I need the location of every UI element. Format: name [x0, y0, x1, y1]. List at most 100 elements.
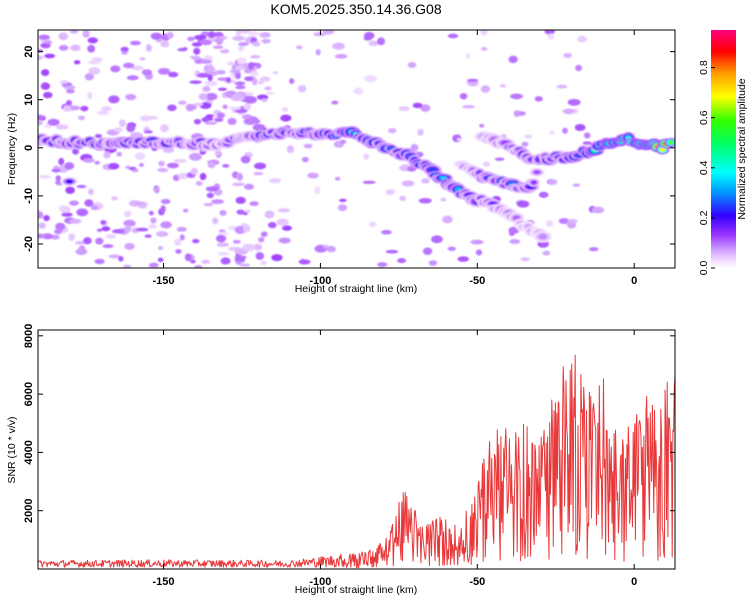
heatmap-noise-blob	[465, 53, 471, 59]
heatmap-noise-blob	[194, 264, 203, 268]
heatmap-noise-blob	[58, 157, 65, 166]
heatmap-noise-blob	[201, 117, 210, 123]
heatmap-noise-blob	[38, 222, 46, 229]
heatmap-noise-blob	[377, 37, 386, 46]
heatmap-noise-blob	[125, 224, 132, 233]
snr-x-axis-label: Height of straight line (km)	[295, 584, 418, 596]
heatmap-noise-blob	[242, 211, 248, 216]
heatmap-noise-blob	[95, 237, 104, 245]
heatmap-noise-blob	[211, 199, 224, 205]
heatmap-noise-blob	[38, 114, 45, 121]
heatmap-noise-blob	[138, 162, 145, 167]
heatmap-noise-blob	[377, 262, 388, 268]
heatmap-noise-blob	[103, 151, 111, 159]
heatmap-ridge-blob	[667, 140, 674, 145]
heatmap-noise-blob	[480, 85, 491, 93]
heatmap-x-tick-label: -150	[153, 275, 175, 287]
heatmap-noise-blob	[591, 206, 605, 214]
heatmap-noise-blob	[70, 44, 81, 51]
heatmap-noise-blob	[322, 30, 335, 35]
heatmap-noise-blob	[43, 91, 53, 99]
heatmap-noise-blob	[307, 172, 319, 179]
heatmap-noise-blob	[244, 183, 254, 190]
heatmap-noise-blob	[542, 250, 551, 256]
heatmap-noise-blob	[122, 62, 135, 69]
snr-x-tick-label: -150	[153, 576, 175, 588]
heatmap-noise-blob	[253, 172, 264, 176]
snr-y-tick-label: 6000	[23, 382, 35, 406]
heatmap-noise-blob	[331, 100, 339, 105]
heatmap-noise-blob	[195, 180, 203, 186]
heatmap-noise-blob	[479, 123, 485, 128]
heatmap-noise-blob	[38, 121, 43, 126]
heatmap-noise-blob	[123, 219, 136, 227]
heatmap-noise-blob	[190, 167, 198, 176]
heatmap-noise-blob	[108, 95, 120, 104]
heatmap-noise-blob	[281, 225, 292, 231]
heatmap-noise-blob	[118, 119, 126, 128]
heatmap-noise-blob	[575, 64, 583, 72]
heatmap-noise-blob	[82, 158, 95, 163]
heatmap-noise-blob	[236, 209, 245, 215]
heatmap-noise-blob	[167, 104, 177, 112]
heatmap-noise-blob	[124, 242, 135, 250]
colorbar-tick-label: 0.2	[698, 210, 710, 225]
heatmap-noise-blob	[244, 96, 257, 104]
heatmap-noise-blob	[217, 87, 228, 91]
heatmap-noise-blob	[215, 37, 224, 45]
heatmap-noise-blob	[167, 162, 179, 169]
heatmap-noise-blob	[55, 222, 66, 231]
heatmap-noise-blob	[235, 196, 246, 205]
heatmap-noise-blob	[101, 226, 111, 232]
heatmap-noise-blob	[422, 247, 433, 255]
heatmap-noise-blob	[157, 68, 171, 75]
heatmap-noise-blob	[297, 84, 307, 93]
snr-y-ticks: 2000 4000 6000 8000	[23, 324, 675, 523]
heatmap-noise-blob	[253, 243, 263, 251]
heatmap-noise-blob	[462, 104, 475, 109]
heatmap-noise-blob	[520, 257, 530, 262]
heatmap-ridge-blob	[531, 180, 537, 185]
heatmap-panel: -150 -100 -50 0 20 10 0 -10 -20 Height of strai…	[6, 29, 676, 295]
heatmap-noise-blob	[38, 233, 46, 239]
heatmap-noise-blob	[420, 104, 431, 112]
heatmap-noise-blob	[257, 81, 264, 85]
heatmap-noise-blob	[255, 252, 265, 260]
heatmap-noise-blob	[475, 249, 483, 256]
heatmap-noise-blob	[362, 180, 376, 184]
heatmap-noise-blob	[55, 124, 69, 130]
heatmap-noise-blob	[253, 162, 267, 170]
heatmap-noise-blob	[196, 72, 210, 78]
heatmap-noise-blob	[410, 143, 419, 152]
snr-y-tick-label: 8000	[23, 324, 35, 348]
heatmap-noise-blob	[281, 107, 289, 113]
heatmap-noise-blob	[280, 114, 292, 122]
heatmap-x-ticks: -150 -100 -50 0	[153, 30, 637, 287]
heatmap-noise-blob	[87, 91, 93, 100]
heatmap-noise-blob	[457, 256, 470, 262]
heatmap-noise-blob	[562, 108, 575, 115]
heatmap-noise-blob	[51, 168, 61, 173]
heatmap-noise-blob	[264, 86, 272, 91]
heatmap-y-axis-label: Frequency (Hz)	[6, 113, 18, 185]
heatmap-noise-blob	[118, 255, 124, 262]
heatmap-noise-blob	[69, 30, 79, 34]
heatmap-noise-blob	[214, 150, 221, 156]
chart-title: KOM5.2025.350.14.36.G08	[270, 1, 441, 17]
heatmap-noise-blob	[238, 30, 251, 34]
heatmap-noise-blob	[212, 217, 219, 225]
heatmap-noise-blob	[440, 197, 447, 202]
heatmap-noise-blob	[480, 30, 488, 36]
heatmap-noise-blob	[40, 69, 50, 76]
heatmap-noise-blob	[398, 106, 410, 112]
heatmap-y-ticks: 20 10 0 -10 -20	[23, 46, 675, 252]
heatmap-blobs	[38, 30, 675, 268]
heatmap-noise-blob	[466, 78, 479, 83]
snr-y-tick-label: 4000	[23, 440, 35, 464]
heatmap-noise-blob	[150, 32, 162, 40]
heatmap-noise-blob	[397, 258, 407, 264]
colorbar-tick-label: 0.6	[698, 110, 710, 125]
heatmap-noise-blob	[237, 44, 244, 52]
heatmap-noise-blob	[510, 93, 524, 100]
